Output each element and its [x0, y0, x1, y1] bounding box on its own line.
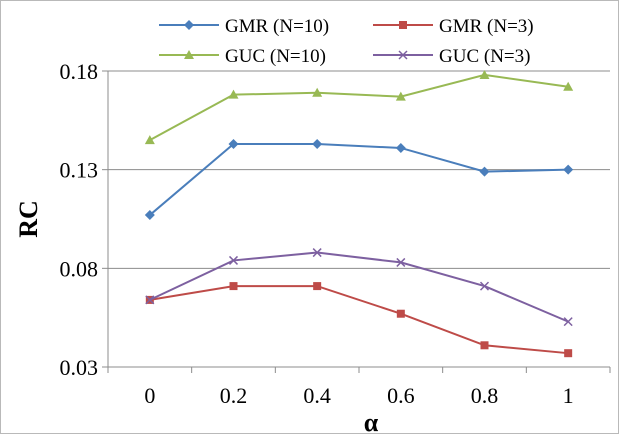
x-tick-label: 1 [563, 383, 574, 408]
series-line [149, 251, 569, 323]
data-point [312, 248, 322, 258]
data-point [228, 89, 239, 99]
legend-label: GMR (N=3) [439, 16, 534, 37]
legend-label: GMR (N=10) [225, 16, 329, 37]
y-tick-label: 0.03 [60, 355, 99, 380]
data-point [144, 210, 155, 221]
data-point [395, 91, 406, 101]
data-point [313, 282, 322, 291]
data-point [144, 135, 155, 145]
data-point [479, 166, 490, 177]
y-tick-label: 0.18 [60, 59, 99, 84]
data-point [228, 255, 239, 265]
x-tick-label: 0.6 [387, 383, 415, 408]
data-point [564, 349, 573, 358]
data-point [228, 139, 239, 150]
series-line [149, 143, 569, 216]
legend-swatch-marker [184, 50, 194, 59]
legend-entry: GMR (N=3) [373, 16, 534, 37]
data-point [479, 281, 490, 291]
data-point [563, 164, 574, 175]
legend-swatch-marker [184, 20, 194, 30]
legend-entry: GUC (N=10) [159, 46, 326, 67]
legend-entry: GMR (N=10) [159, 16, 329, 37]
series-1 [144, 139, 574, 221]
x-tick-label: 0 [144, 383, 155, 408]
legend: GMR (N=10) GMR (N=3) GUC (N=10) GUC (N=3) [159, 16, 534, 67]
x-marker-stroke [228, 255, 239, 265]
y-tick-label: 0.13 [60, 158, 99, 183]
series-2 [145, 282, 573, 358]
legend-swatch-marker [398, 50, 408, 60]
legend-entry: GUC (N=3) [373, 46, 530, 67]
series-line [149, 73, 569, 141]
data-point [480, 341, 489, 350]
y-tick-label: 0.08 [60, 256, 99, 281]
series-lines [144, 69, 574, 358]
legend-label: GUC (N=10) [225, 46, 326, 67]
x-marker-stroke [563, 317, 573, 327]
x-tick-label: 0.4 [303, 383, 331, 408]
data-point [229, 282, 238, 291]
x-marker-stroke [398, 50, 408, 60]
data-point [395, 142, 406, 153]
y-axis-title: RC [14, 200, 43, 238]
x-tick-label: 0.8 [471, 383, 499, 408]
x-axis-title: α [364, 408, 379, 435]
data-point [396, 309, 405, 318]
series-3 [144, 69, 574, 145]
data-point [479, 69, 490, 79]
data-point [563, 81, 574, 91]
data-point [312, 139, 323, 150]
legend-label: GUC (N=3) [439, 46, 530, 67]
x-marker-stroke [396, 257, 406, 267]
axes: 0.03 0.08 0.13 0.18 0 0.2 0.4 0.6 0.8 1 [60, 59, 611, 408]
legend-swatch-marker [399, 21, 407, 29]
data-point [145, 295, 155, 305]
x-marker-stroke [312, 248, 322, 258]
data-point [396, 257, 406, 267]
x-marker-stroke [479, 281, 490, 291]
data-point [563, 317, 573, 327]
series-line [149, 285, 569, 355]
series-4 [145, 248, 573, 327]
x-tick-label: 0.2 [220, 383, 248, 408]
x-marker-stroke [145, 295, 155, 305]
data-point [312, 87, 323, 97]
